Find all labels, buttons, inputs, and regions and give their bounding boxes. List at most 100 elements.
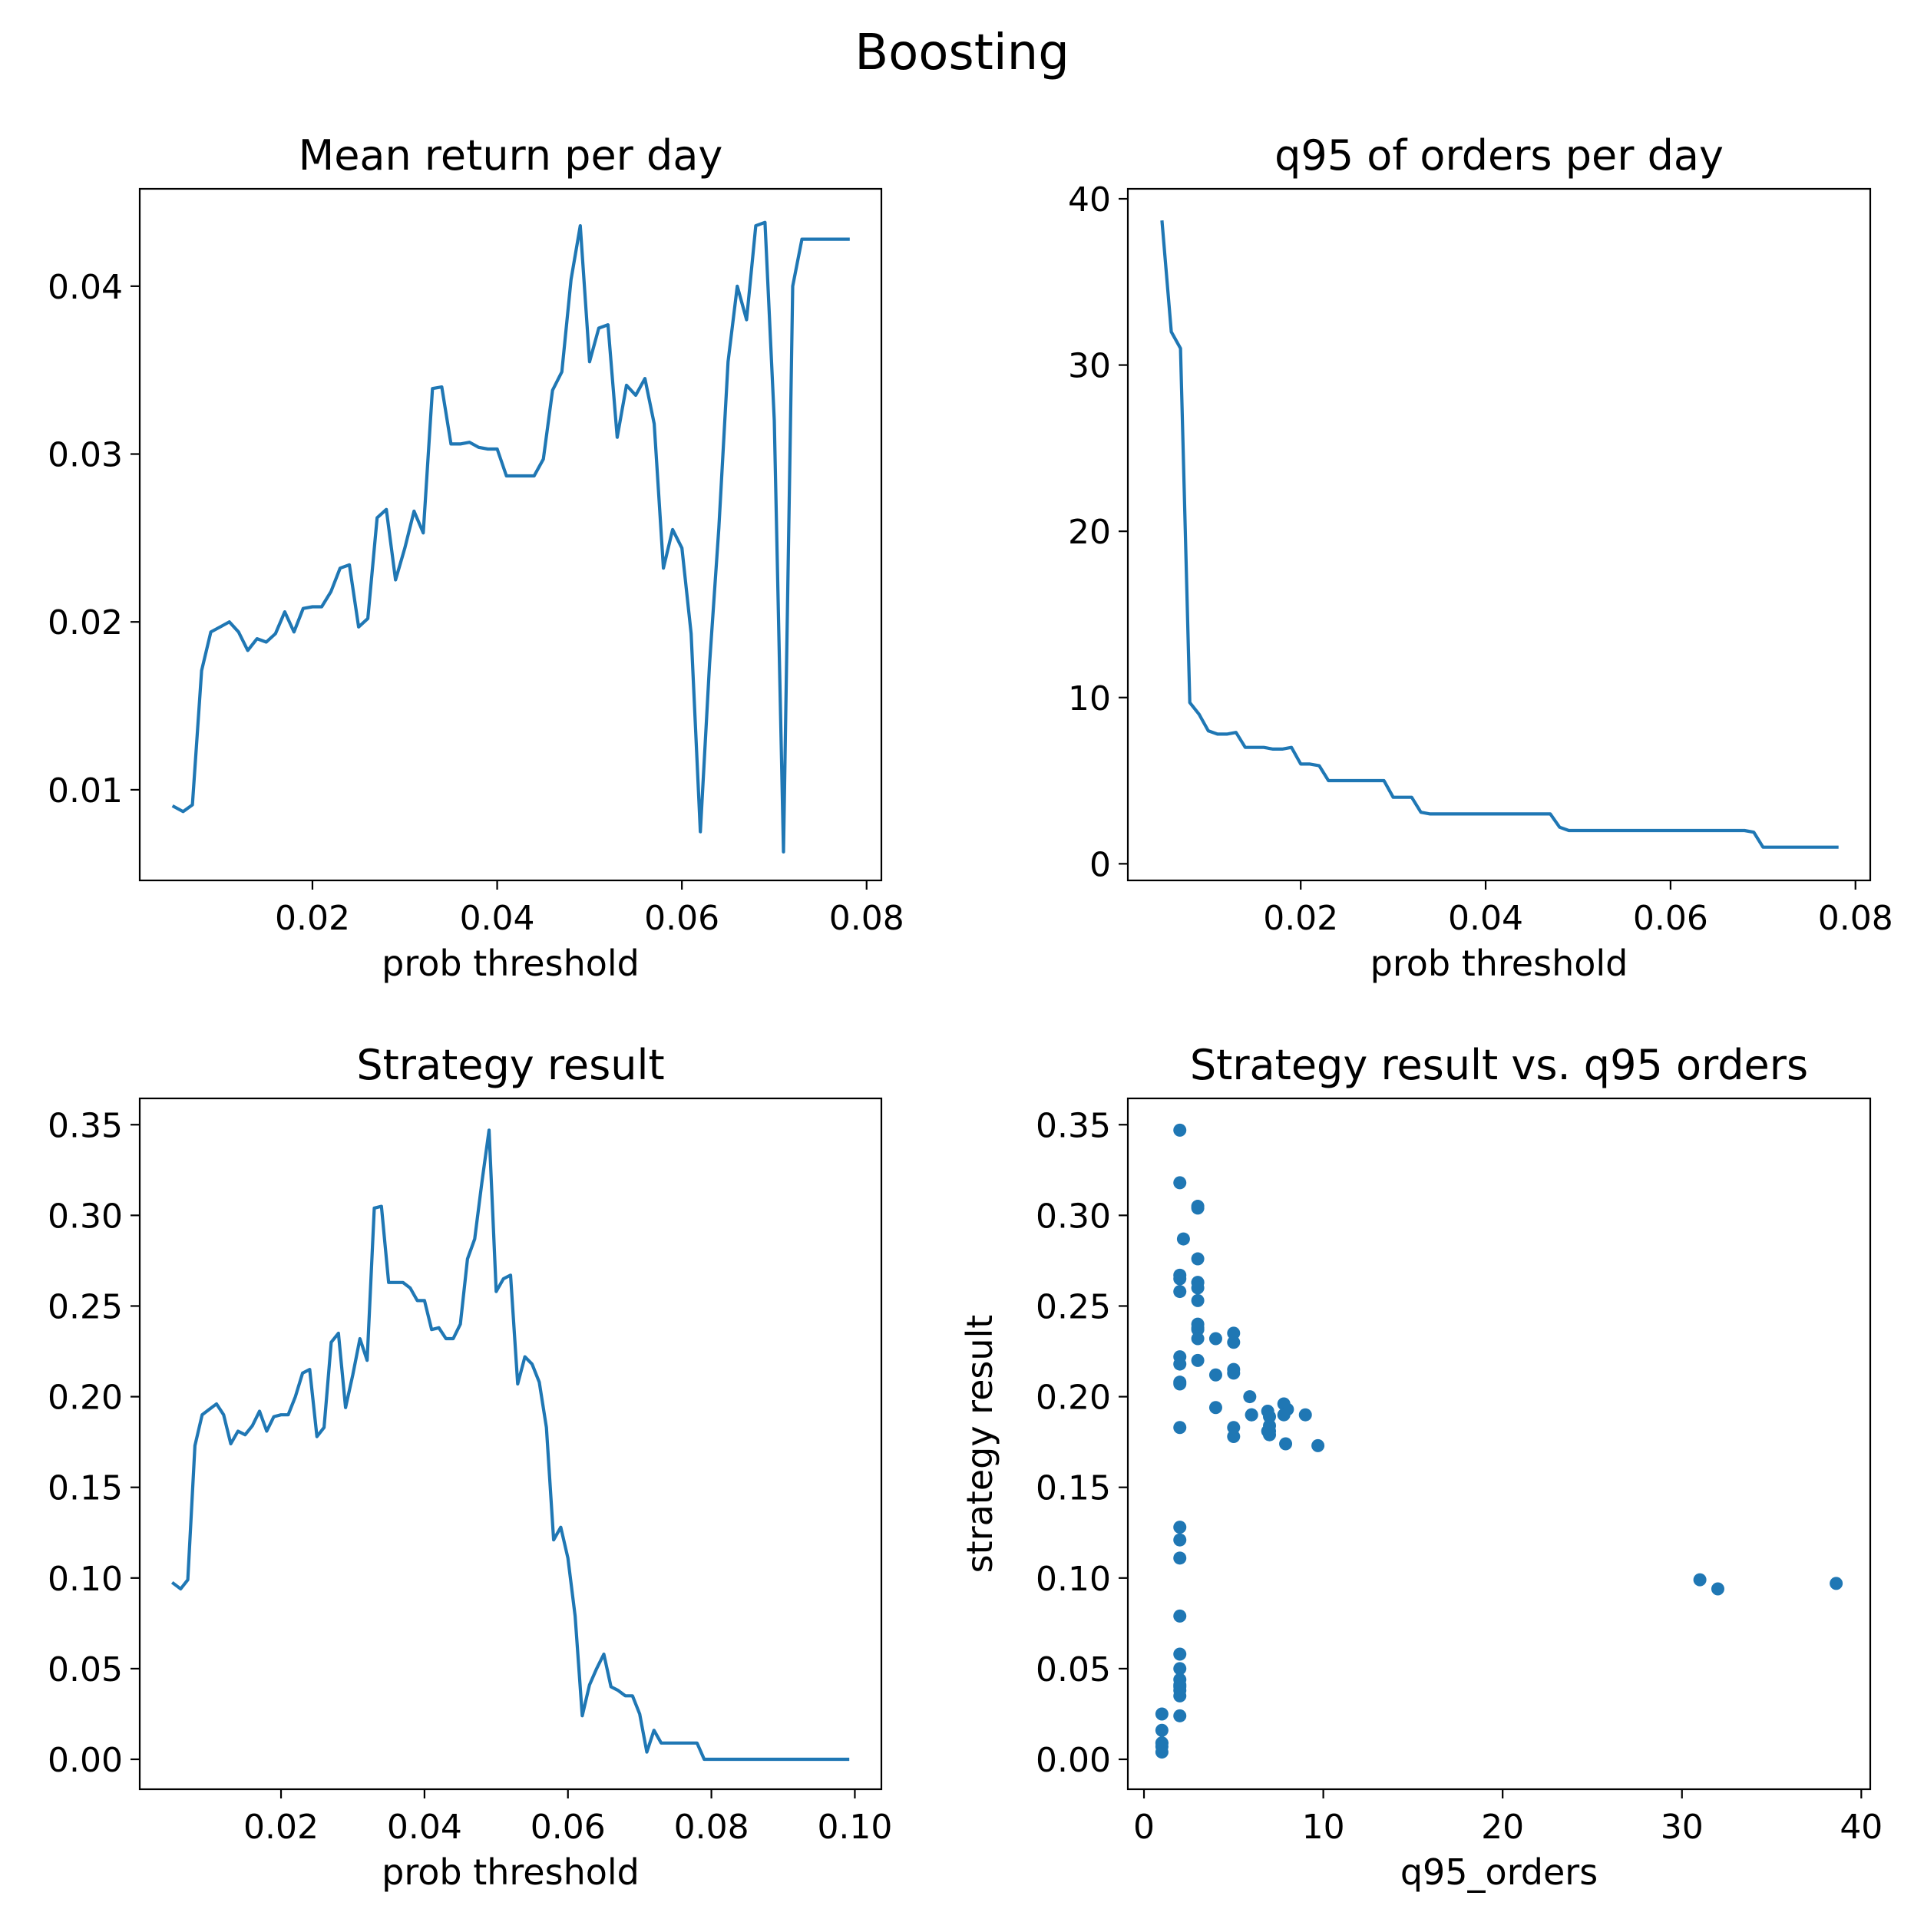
y-tick-label: 0.00 xyxy=(48,1741,123,1780)
y-tick-label: 0.35 xyxy=(1036,1106,1111,1145)
subplot-title: Strategy result xyxy=(356,1041,664,1089)
scatter-point xyxy=(1173,1268,1187,1282)
scatter-point xyxy=(1830,1577,1843,1590)
y-tick-label: 0.01 xyxy=(48,771,123,811)
x-tick-label: 0.04 xyxy=(1448,899,1523,938)
y-tick-label: 40 xyxy=(1068,180,1111,220)
scatter-point xyxy=(1227,1430,1241,1444)
scatter-point xyxy=(1191,1252,1205,1266)
series-line xyxy=(170,1128,850,1762)
scatter-point xyxy=(1155,1723,1169,1737)
scatter-point xyxy=(1693,1573,1707,1587)
scatter-point xyxy=(1173,1689,1187,1702)
scatter-point xyxy=(1173,1673,1187,1686)
x-tick-label: 0.04 xyxy=(387,1808,462,1847)
scatter-point xyxy=(1277,1397,1291,1411)
scatter-point xyxy=(1155,1739,1169,1753)
scatter-point xyxy=(1173,1376,1187,1389)
x-tick-label: 0 xyxy=(1133,1808,1155,1847)
scatter-point xyxy=(1173,1421,1187,1435)
y-tick-label: 20 xyxy=(1068,513,1111,552)
x-tick-label: 0.02 xyxy=(1263,899,1338,938)
x-axis-label: q95_orders xyxy=(1400,1851,1598,1893)
y-tick-label: 0.15 xyxy=(1036,1469,1111,1508)
subplot-title: Mean return per day xyxy=(299,131,723,180)
scatter-point xyxy=(1173,1521,1187,1534)
scatter-point xyxy=(1311,1438,1325,1452)
y-tick-label: 0.25 xyxy=(48,1287,123,1326)
axes-frame xyxy=(1126,1097,1872,1791)
scatter-point xyxy=(1208,1401,1222,1415)
subplot-3: Strategy result 0.02 0.04 0.06 0.08 0.10 0.00 0… xyxy=(48,1041,892,1893)
scatter-point xyxy=(1191,1281,1205,1295)
scatter-point xyxy=(1173,1551,1187,1565)
axes-frame xyxy=(138,187,883,882)
scatter-point xyxy=(1173,1533,1187,1547)
y-tick-label: 0.04 xyxy=(48,268,123,307)
scatter-point xyxy=(1261,1424,1274,1438)
scatter-point xyxy=(1173,1357,1187,1371)
scatter-point xyxy=(1173,1609,1187,1623)
scatter-point xyxy=(1155,1707,1169,1721)
y-tick-label: 0.30 xyxy=(1036,1197,1111,1236)
subplot-2: q95 of orders per day 0.02 0.04 0.06 0.08 0 10… xyxy=(1068,131,1893,984)
y-tick-label: 0.03 xyxy=(48,436,123,475)
axes-frame xyxy=(1126,187,1872,882)
x-tick-label: 30 xyxy=(1661,1808,1704,1847)
x-tick-label: 40 xyxy=(1840,1808,1883,1847)
axes-frame xyxy=(138,1097,883,1791)
x-tick-label: 20 xyxy=(1481,1808,1524,1847)
figure-suptitle: Boosting xyxy=(855,25,1069,81)
scatter-point xyxy=(1279,1437,1293,1451)
y-axis-label: strategy result xyxy=(959,1315,1000,1574)
y-tick-label: 0.10 xyxy=(1036,1560,1111,1599)
subplot-4: Strategy result vs. q95 orders 0 10 20 30 40 0… xyxy=(959,1041,1883,1893)
scatter-point xyxy=(1191,1317,1205,1331)
scatter-point xyxy=(1227,1326,1241,1340)
y-tick-label: 0.05 xyxy=(48,1650,123,1689)
scatter-point xyxy=(1298,1408,1312,1422)
subplot-title: q95 of orders per day xyxy=(1274,131,1724,180)
scatter-point xyxy=(1173,1662,1187,1676)
x-tick-label: 0.06 xyxy=(1633,899,1708,938)
scatter-point xyxy=(1227,1362,1241,1376)
scatter-point xyxy=(1245,1408,1258,1422)
scatter-point xyxy=(1243,1390,1257,1404)
scatter-point xyxy=(1173,1123,1187,1137)
series-line xyxy=(1160,220,1839,849)
y-tick-label: 10 xyxy=(1068,679,1111,718)
scatter-point xyxy=(1191,1293,1205,1307)
scatter-point xyxy=(1191,1353,1205,1367)
scatter-point xyxy=(1173,1647,1187,1661)
y-tick-label: 0.35 xyxy=(48,1106,123,1145)
scatter-point xyxy=(1277,1408,1291,1422)
x-axis-label: prob threshold xyxy=(382,1851,640,1893)
x-tick-label: 0.08 xyxy=(674,1808,749,1847)
scatter-point xyxy=(1227,1336,1241,1349)
y-tick-label: 0 xyxy=(1089,845,1111,884)
y-tick-label: 0.02 xyxy=(48,603,123,642)
scatter-point xyxy=(1173,1176,1187,1190)
x-tick-label: 10 xyxy=(1302,1808,1345,1847)
scatter-point xyxy=(1191,1200,1205,1214)
scatter-point xyxy=(1173,1285,1187,1299)
scatter-point xyxy=(1191,1332,1205,1346)
y-tick-label: 0.00 xyxy=(1036,1741,1111,1780)
y-tick-label: 0.15 xyxy=(48,1469,123,1508)
x-tick-label: 0.02 xyxy=(243,1808,319,1847)
x-tick-label: 0.08 xyxy=(1818,899,1893,938)
x-tick-label: 0.10 xyxy=(817,1808,892,1847)
y-tick-label: 0.20 xyxy=(48,1379,123,1418)
subplot-1: Mean return per day 0.02 0.04 0.06 0.08 0.01 0… xyxy=(48,131,904,984)
x-tick-label: 0.06 xyxy=(644,899,719,938)
x-axis-label: prob threshold xyxy=(1370,943,1628,984)
scatter-point xyxy=(1208,1368,1222,1382)
subplot-title: Strategy result vs. q95 orders xyxy=(1190,1041,1808,1089)
y-tick-label: 0.05 xyxy=(1036,1650,1111,1689)
y-tick-label: 0.25 xyxy=(1036,1287,1111,1326)
y-tick-label: 0.30 xyxy=(48,1197,123,1236)
x-tick-label: 0.04 xyxy=(460,899,535,938)
series-line xyxy=(171,220,850,854)
x-axis-label: prob threshold xyxy=(382,943,640,984)
